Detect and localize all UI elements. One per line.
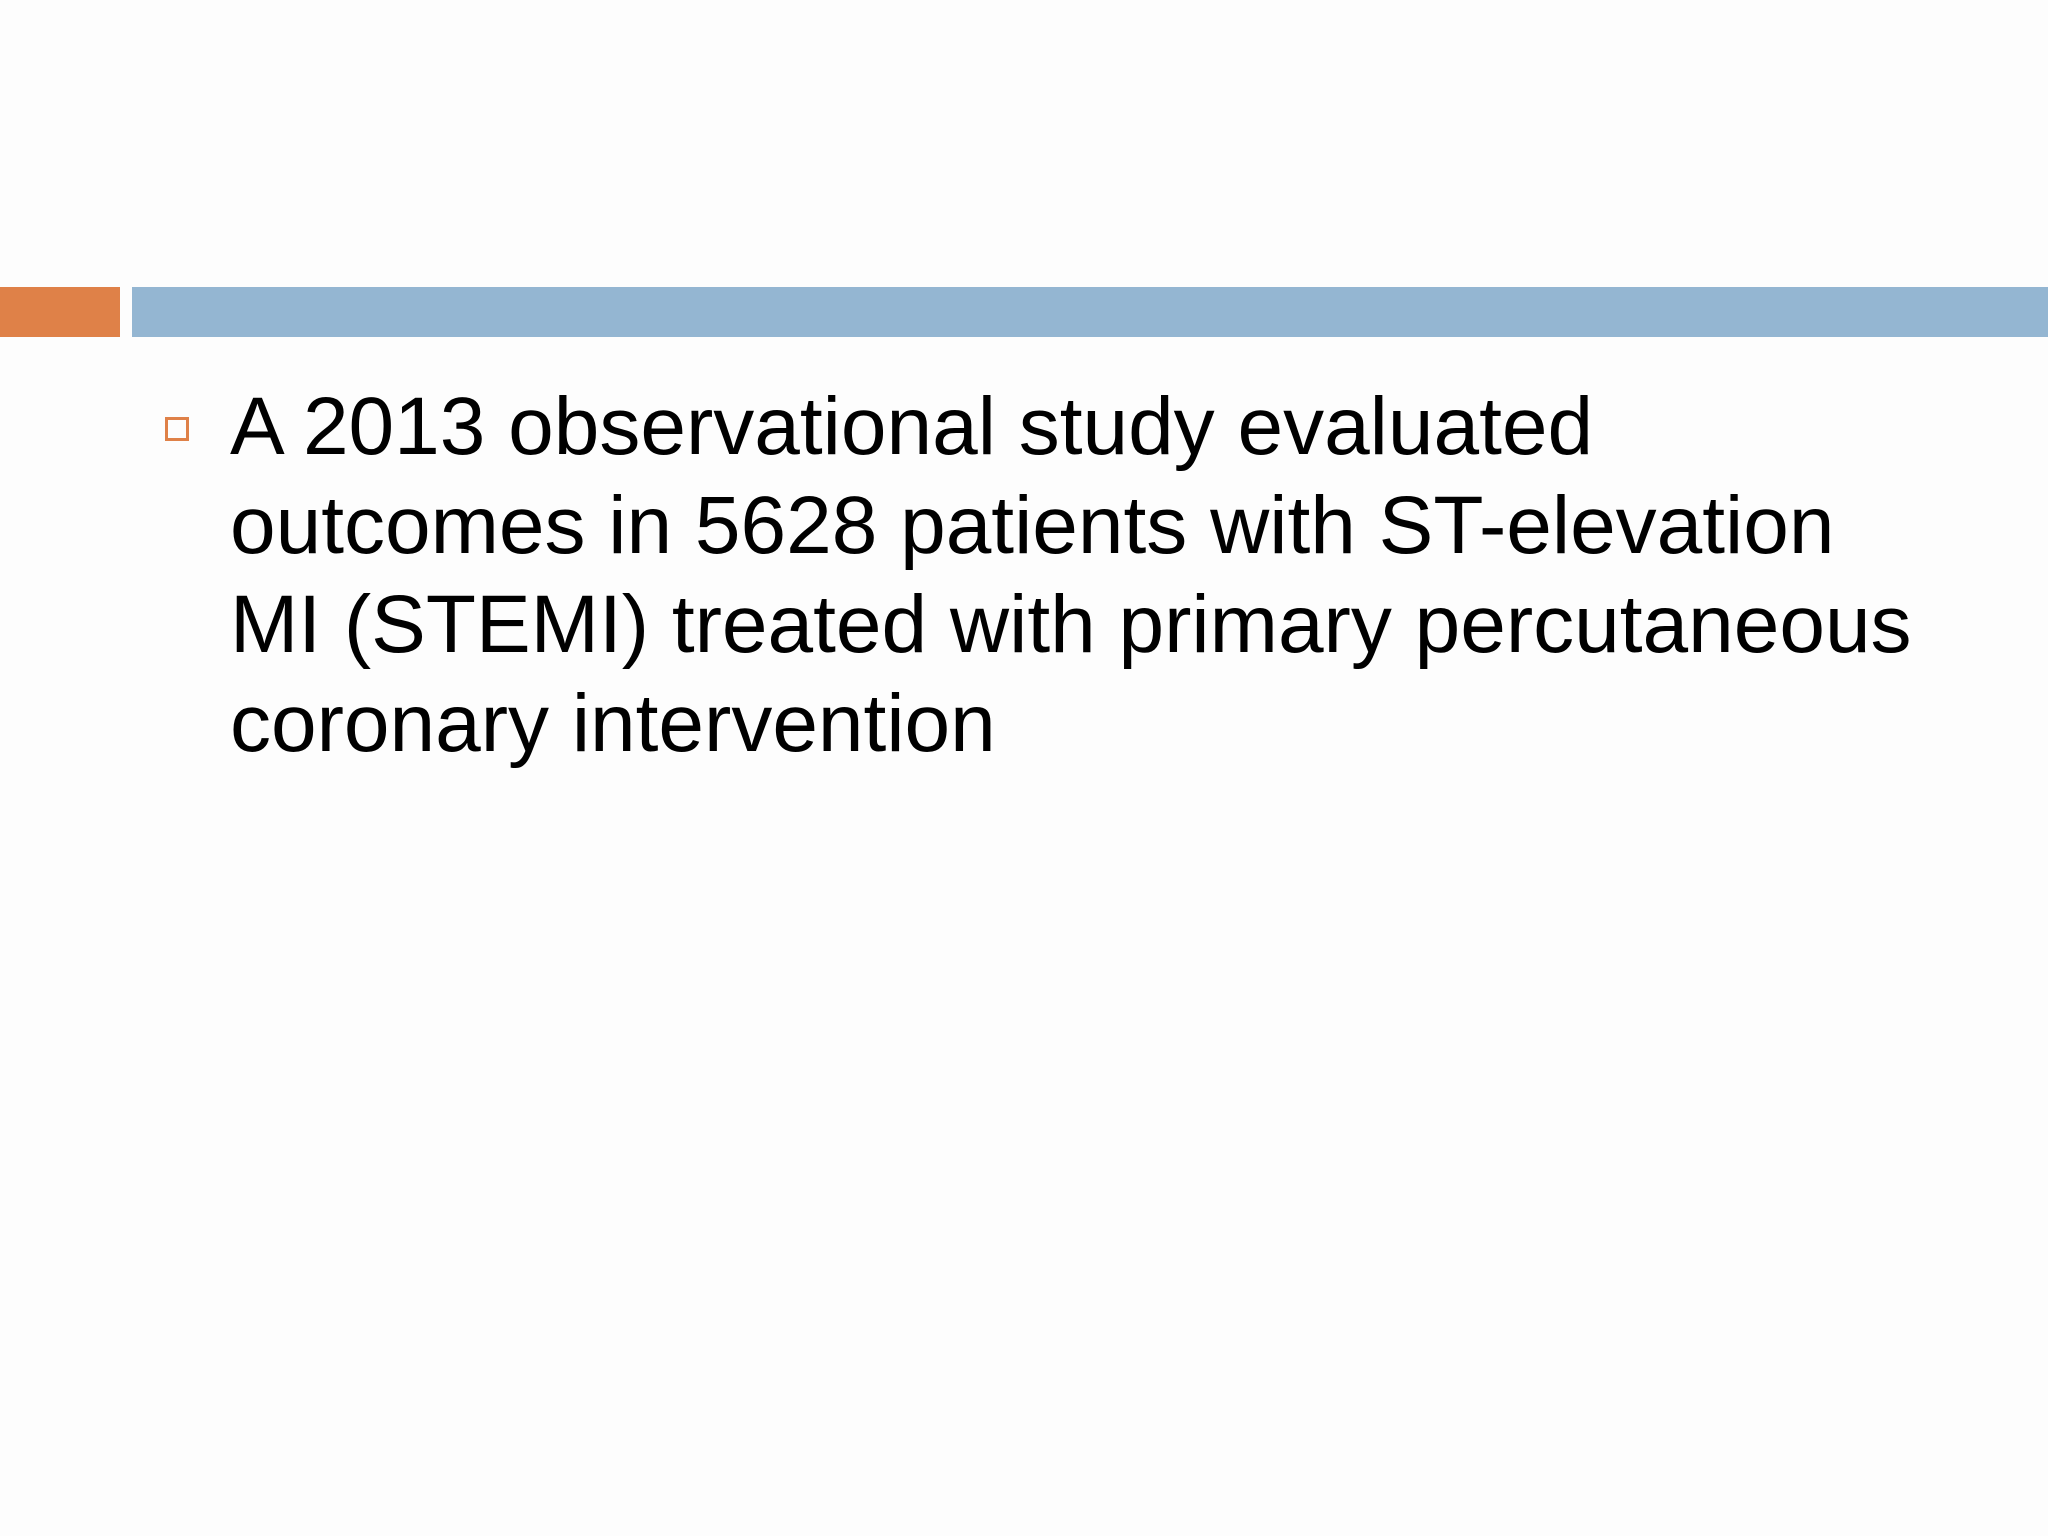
bullet-list: A 2013 observational study evaluated out… xyxy=(0,377,1930,773)
bullet-item: A 2013 observational study evaluated out… xyxy=(0,377,1930,773)
accent-bar xyxy=(0,287,120,337)
bullet-marker xyxy=(165,417,189,441)
header-bar xyxy=(132,287,2048,337)
bullet-text: A 2013 observational study evaluated out… xyxy=(230,381,1912,769)
